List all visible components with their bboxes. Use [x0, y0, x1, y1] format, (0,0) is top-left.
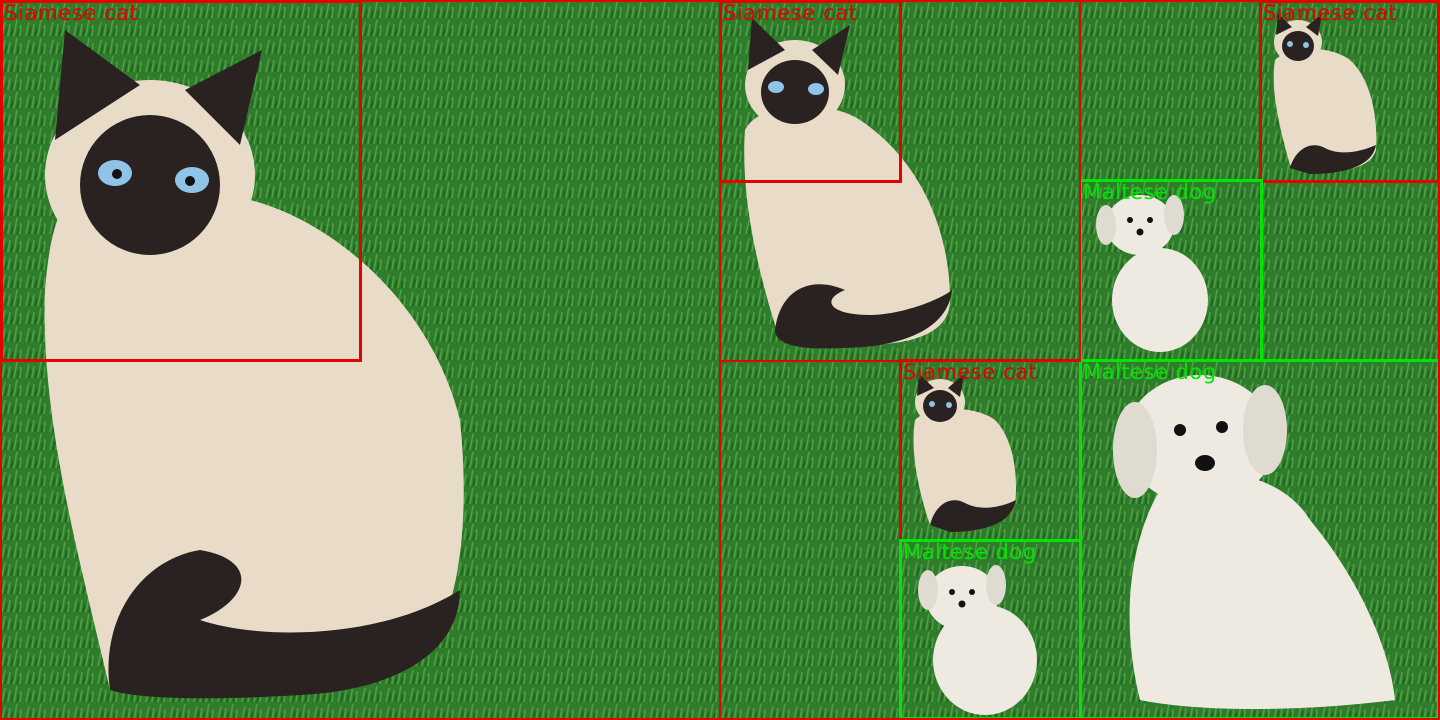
maltese-dog-large — [1113, 375, 1395, 709]
maltese-dog-small-bottom — [918, 565, 1037, 715]
grid-frame-quadrant — [719, 0, 1081, 362]
siamese-cat-medium — [744, 18, 952, 349]
grid-frame-cell — [719, 359, 721, 720]
detection-label: Maltese dog — [1083, 180, 1217, 204]
detection-label: Siamese cat — [723, 1, 858, 25]
siamese-cat-small-top — [1273, 14, 1377, 174]
detection-label: Siamese cat — [1263, 1, 1398, 25]
detection-label: Maltese dog — [1083, 360, 1217, 384]
detection-label: Siamese cat — [4, 1, 139, 25]
detection-label: Siamese cat — [903, 360, 1038, 384]
siamese-cat-large — [44, 30, 464, 699]
detection-label: Maltese dog — [903, 540, 1037, 564]
maltese-dog-small-top — [1096, 195, 1208, 352]
siamese-cat-small-middle — [913, 374, 1016, 532]
